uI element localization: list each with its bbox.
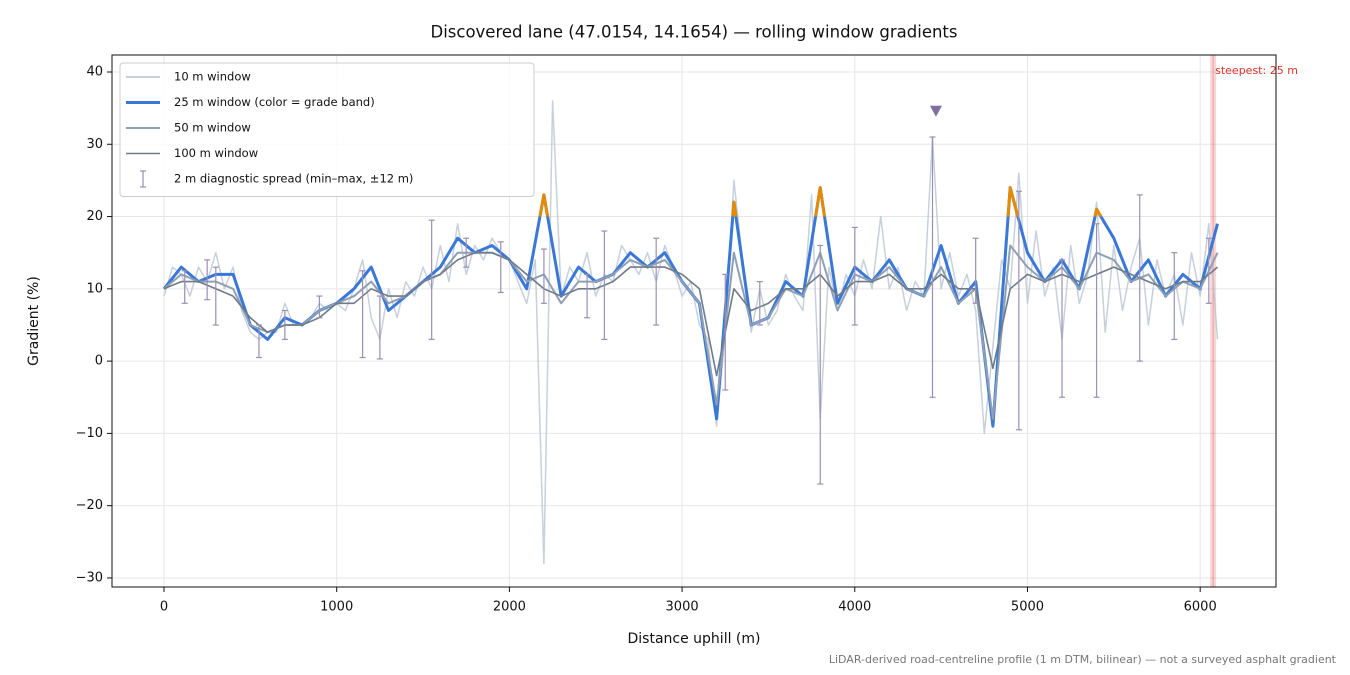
- series-line: [162, 186, 1219, 428]
- x-tick-label: 2000: [493, 600, 526, 615]
- x-tick-label: 6000: [1184, 600, 1217, 615]
- y-tick-label: 40: [86, 64, 103, 79]
- y-tick-label: −20: [76, 498, 103, 513]
- y-tick-label: −10: [76, 426, 103, 441]
- series-line-band: [538, 186, 1103, 217]
- steepest-band: [1210, 55, 1217, 587]
- y-tick-label: 30: [86, 137, 103, 152]
- series-line: [163, 244, 1219, 420]
- legend-label: 100 m window: [174, 146, 258, 160]
- y-tick-label: −30: [76, 570, 103, 585]
- y-tick-label: 0: [95, 354, 103, 369]
- x-tick-label: 0: [160, 600, 168, 615]
- legend-label: 25 m window (color = grade band): [174, 95, 375, 109]
- legend-box: [119, 62, 535, 197]
- legend-label: 10 m window: [174, 70, 251, 84]
- x-tick-label: 5000: [1011, 600, 1044, 615]
- x-axis-label: Distance uphill (m): [628, 631, 761, 647]
- y-tick-label: 20: [86, 209, 103, 224]
- legend-label: 50 m window: [174, 121, 251, 135]
- chart-title: Discovered lane (47.0154, 14.1654) — rol…: [430, 23, 957, 42]
- footnote: LiDAR-derived road-centreline profile (1…: [829, 653, 1337, 666]
- y-tick-label: 10: [86, 281, 103, 296]
- x-tick-label: 4000: [838, 600, 871, 615]
- series-line: [163, 251, 1219, 377]
- steepest-label: steepest: 25 m: [1215, 64, 1298, 77]
- x-tick-label: 1000: [320, 600, 353, 615]
- peak-marker: [929, 105, 942, 117]
- x-tick-label: 3000: [666, 600, 699, 615]
- plot-frame: [111, 54, 1277, 588]
- grade-band: [538, 186, 1103, 217]
- legend-label: 2 m diagnostic spread (min–max, ±12 m): [174, 172, 413, 186]
- y-axis-label: Gradient (%): [26, 276, 42, 366]
- plot-area: [162, 55, 1219, 587]
